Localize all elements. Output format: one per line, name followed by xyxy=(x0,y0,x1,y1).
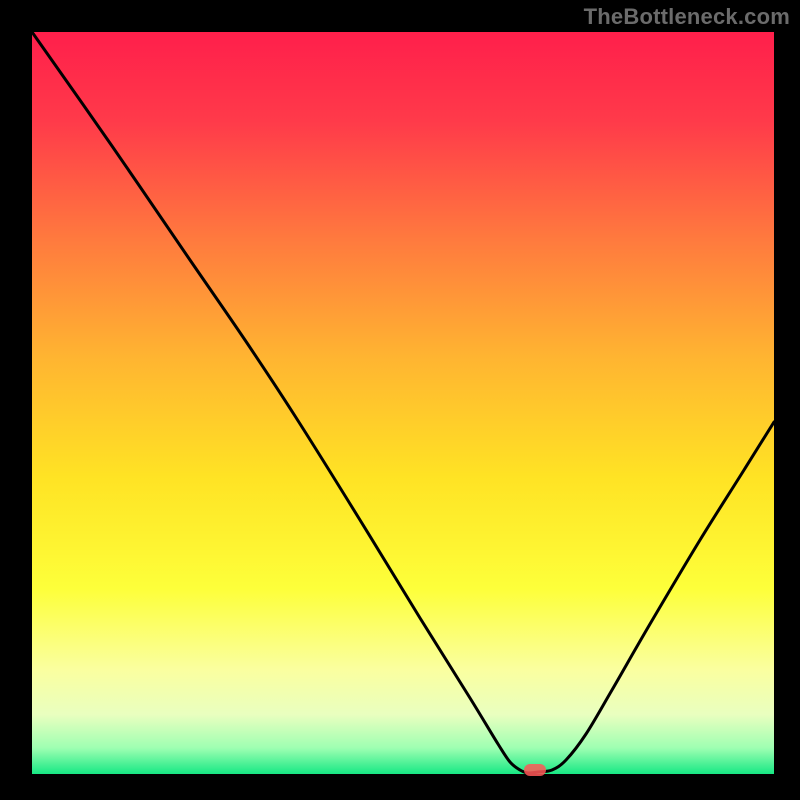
plot-background xyxy=(32,32,774,774)
optimum-marker xyxy=(524,764,546,776)
figure-stage: TheBottleneck.com xyxy=(0,0,800,800)
bottleneck-chart-svg xyxy=(0,0,800,800)
